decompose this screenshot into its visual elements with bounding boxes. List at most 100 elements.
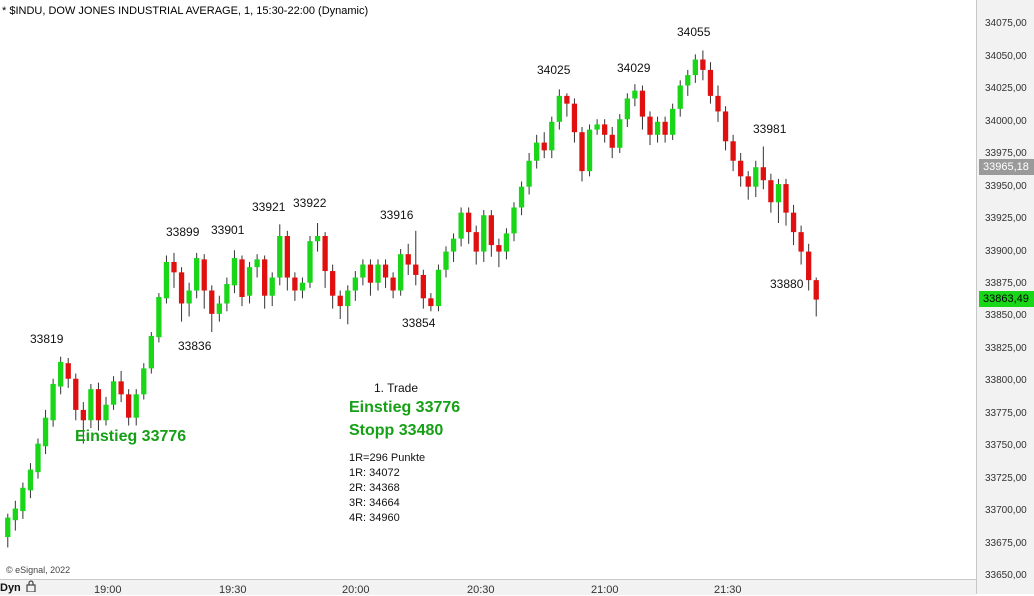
candle-body (231, 258, 238, 286)
candle-body (65, 363, 71, 379)
candle-body (224, 284, 230, 304)
candle-body (246, 267, 253, 296)
candle-body (398, 254, 404, 291)
candle-body (647, 116, 653, 135)
time-axis-bar[interactable] (0, 579, 976, 595)
price-tick-label: 33700,00 (985, 505, 1027, 517)
lock-icon[interactable] (26, 580, 36, 592)
price-tick-label: 33875,00 (985, 278, 1027, 290)
candle-body (481, 215, 487, 252)
candle-body (375, 264, 381, 283)
candle-body (753, 167, 759, 187)
candle-body (806, 251, 812, 281)
price-tick-label: 33675,00 (985, 537, 1027, 549)
candle-body (42, 417, 49, 447)
candle-body (503, 233, 510, 252)
candle-body (277, 236, 283, 278)
candle-body (534, 142, 540, 161)
candle-body (692, 59, 698, 76)
candle-body (5, 517, 11, 538)
candle-body (194, 258, 200, 291)
candle-body (352, 277, 358, 291)
entry-label: Einstieg 33776 (349, 399, 461, 416)
candle-body (337, 295, 343, 307)
candle-body (80, 409, 86, 421)
candle-body (314, 236, 321, 242)
candle-body (511, 207, 517, 234)
candle-body (186, 290, 192, 304)
time-tick-label: 20:00 (342, 584, 370, 596)
level-label: 33981 (753, 122, 787, 136)
level-label: 33819 (30, 332, 64, 346)
candle-body (428, 298, 434, 307)
candle-body (775, 184, 782, 203)
price-tick-label: 33800,00 (985, 375, 1027, 387)
level-label: 33880 (770, 277, 804, 291)
price-tick-label: 33900,00 (985, 245, 1027, 257)
candle-body (201, 259, 207, 291)
level-label: 33836 (178, 339, 212, 353)
candle-body (141, 368, 147, 395)
r-level-line: 1R: 34072 (349, 467, 400, 479)
level-label: 33916 (380, 208, 414, 222)
level-label: 33854 (402, 316, 436, 330)
candle-body (549, 121, 555, 151)
candle-body (95, 389, 102, 421)
time-tick-label: 19:30 (219, 584, 247, 596)
candle-body (466, 212, 472, 233)
candle-body (556, 95, 562, 122)
candle-body (760, 167, 766, 181)
candle-body (594, 124, 600, 130)
stop-label: Stopp 33480 (349, 422, 444, 439)
dyn-mode-label[interactable]: Dyn (0, 582, 21, 594)
candle-body (118, 381, 124, 395)
candle-body (450, 238, 457, 252)
candle-body (586, 129, 593, 172)
candle-body (163, 261, 170, 299)
candle-body (58, 361, 64, 387)
candle-body (254, 259, 260, 268)
candle-body (435, 269, 442, 307)
candle-body (156, 297, 162, 338)
price-tick-label: 33925,00 (985, 213, 1027, 225)
price-tick-label: 33975,00 (985, 148, 1027, 160)
level-label: 34025 (537, 63, 571, 77)
candle-body (103, 404, 109, 421)
candle-body (707, 69, 714, 96)
level-label: 33899 (166, 225, 200, 239)
level-label: 34029 (617, 61, 651, 75)
candle-body (299, 282, 306, 291)
candle-body (382, 264, 389, 278)
candle-body (609, 134, 615, 148)
candle-body (722, 111, 729, 142)
candle-body (662, 121, 668, 135)
candle-body (745, 176, 751, 187)
r-levels-list: 1R=296 Punkte 1R: 34072 2R: 34368 3R: 34664… (349, 451, 425, 526)
candle-body (413, 264, 419, 275)
r-level-line: 2R: 34368 (349, 482, 400, 494)
price-tick-label: 33825,00 (985, 342, 1027, 354)
candle-body (458, 212, 464, 239)
candle-body (110, 381, 117, 405)
candle-body (715, 95, 721, 112)
price-tick-label: 34025,00 (985, 83, 1027, 95)
price-tick-label: 34075,00 (985, 18, 1027, 30)
candle-body (639, 90, 646, 117)
candle-body (322, 236, 328, 272)
candle-body (12, 508, 18, 521)
candle-body (700, 59, 706, 70)
candle-body (813, 280, 819, 300)
entry-label-left: Einstieg 33776 (75, 428, 187, 445)
candle-body (685, 75, 691, 86)
candle-body (262, 259, 268, 296)
candle-body (367, 264, 374, 283)
candle-body (579, 132, 585, 172)
candle-body (420, 274, 426, 299)
level-label: 33922 (293, 196, 327, 210)
candle-body (292, 277, 298, 291)
candle-body (496, 245, 502, 252)
candle-body (390, 277, 396, 291)
candle-body (571, 103, 578, 133)
candle-body (624, 98, 630, 120)
price-tick-label: 34000,00 (985, 115, 1027, 127)
